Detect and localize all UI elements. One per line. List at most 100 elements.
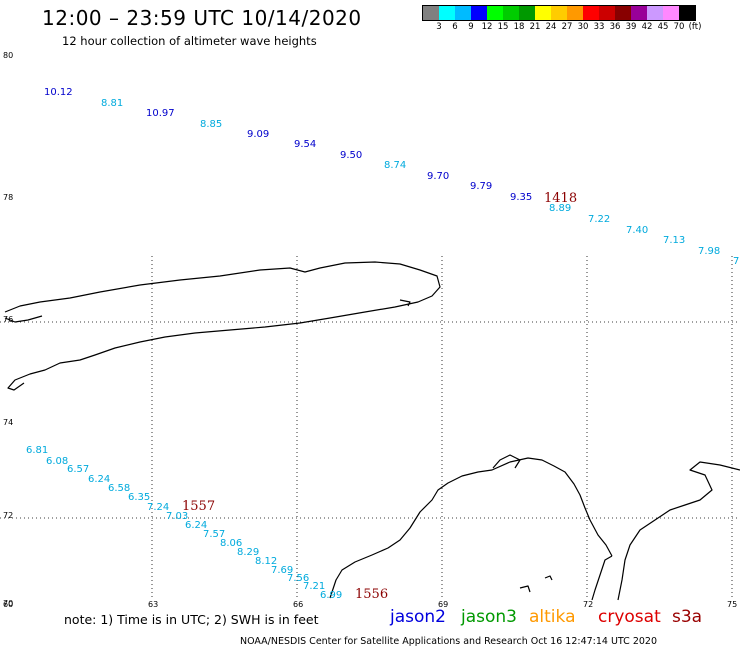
wave-height-value: 7.56: [287, 573, 309, 584]
wave-height-value: 8.81: [101, 98, 123, 109]
color-scale-swatch: [439, 6, 455, 20]
latitude-label: 76: [3, 315, 13, 324]
legend-item-cryosat: cryosat: [598, 607, 661, 627]
wave-height-value: 9.35: [510, 192, 532, 203]
wave-height-value: 8.74: [384, 160, 406, 171]
coastlines: [4, 261, 740, 601]
latitude-labels: 80 78 76 74 72 70: [3, 51, 13, 608]
color-scale-swatch: [615, 6, 631, 20]
wave-height-value: 7.24: [147, 502, 169, 513]
wave-height-value: 7.57: [203, 529, 225, 540]
pass-time-label: 1556: [355, 587, 388, 602]
page-subtitle: 12 hour collection of altimeter wave hei…: [62, 34, 317, 48]
wave-height-value: 6.99: [320, 590, 342, 601]
pass-time-label: 1557: [182, 499, 215, 514]
wave-height-value: 9.50: [340, 150, 362, 161]
color-scale-label: 18: [513, 22, 525, 32]
color-scale-swatch: [663, 6, 679, 20]
color-scale-swatch: [551, 6, 567, 20]
wave-height-value: 7.13: [663, 235, 685, 246]
color-scale-swatch: [487, 6, 503, 20]
color-scale-label: 21: [529, 22, 541, 32]
legend-item-jason3: jason3: [461, 607, 517, 627]
wave-height-value: 6.81: [26, 445, 48, 456]
latitude-label: 78: [3, 193, 13, 202]
wave-height-value: 9.54: [294, 139, 316, 150]
color-scale-label: 42: [641, 22, 653, 32]
color-scale-label: 33: [593, 22, 605, 32]
wave-height-value: 6.35: [128, 492, 150, 503]
wave-height-value: 7.98: [698, 246, 720, 257]
color-scale: 3 6 9 12 15 18 21 24 27 30 33 36 39 42 45 70 (ft): [422, 5, 701, 32]
coastline-islet-3: [399, 299, 411, 307]
color-scale-swatch: [423, 6, 439, 20]
color-scale-label: 12: [481, 22, 493, 32]
color-scale-swatch: [471, 6, 487, 20]
color-scale-label: 3: [436, 22, 442, 32]
wave-height-value: 7.21: [303, 581, 325, 592]
wave-height-value: 9.70: [427, 171, 449, 182]
coastline-baydaratskaya: [591, 555, 613, 601]
wave-height-value: 8.85: [200, 119, 222, 130]
wave-height-value: 8.12: [255, 556, 277, 567]
pass-time-label: 1418: [544, 191, 577, 206]
longitude-label: 75: [727, 600, 737, 609]
wave-height-value: 8.89: [549, 203, 571, 214]
wave-height-value: 8.06: [220, 538, 242, 549]
color-scale-swatch: [599, 6, 615, 20]
longitude-label: 60: [3, 600, 13, 609]
wave-height-value: 9.09: [247, 129, 269, 140]
note-text: note: 1) Time is in UTC; 2) SWH is in fe…: [64, 612, 319, 627]
footer-credit: NOAA/NESDIS Center for Satellite Applica…: [240, 636, 657, 647]
coastline-novaya-zemlya-north: [4, 261, 441, 391]
longitude-label: 72: [583, 600, 593, 609]
wave-height-value: 6.24: [185, 520, 207, 531]
color-scale-label: 6: [452, 22, 458, 32]
color-scale-label: (ft): [688, 22, 702, 32]
latitude-label: 70: [3, 599, 13, 608]
wave-height-value: 7: [733, 256, 739, 267]
wave-height-value: 9.79: [470, 181, 492, 192]
latitude-label: 74: [3, 418, 13, 427]
pass-time-labels: 1418 1557 1556: [182, 191, 577, 602]
wave-height-value: 7.03: [166, 511, 188, 522]
wave-height-values: 10.12 8.81 10.97 8.85 9.09 9.54 9.50 8.74 9.70 9.…: [26, 87, 739, 601]
wave-height-value: 6.57: [67, 464, 89, 475]
color-scale-label: 24: [545, 22, 557, 32]
color-scale-swatch: [647, 6, 663, 20]
coastline-yamal: [617, 461, 740, 601]
color-scale-swatch: [567, 6, 583, 20]
color-scale-swatch: [535, 6, 551, 20]
wave-height-value: 6.08: [46, 456, 68, 467]
color-scale-label: 15: [497, 22, 509, 32]
longitude-label: 63: [148, 600, 158, 609]
wave-height-value: 7.22: [588, 214, 610, 225]
wave-height-value: 10.12: [44, 87, 73, 98]
wave-height-value: 8.29: [237, 547, 259, 558]
color-scale-label: 9: [468, 22, 474, 32]
color-scale-swatch: [455, 6, 471, 20]
color-scale-label: 30: [577, 22, 589, 32]
coastline-islet-2: [519, 585, 531, 593]
grid-lines: [0, 256, 740, 600]
longitude-label: 69: [438, 600, 448, 609]
wave-height-value: 7.40: [626, 225, 648, 236]
latitude-label: 72: [3, 511, 13, 520]
wave-height-value: 7.69: [271, 565, 293, 576]
coastline-islet-1: [544, 575, 553, 581]
color-scale-label: 27: [561, 22, 573, 32]
coastline-vaygach: [492, 454, 521, 469]
legend-item-s3a: s3a: [672, 607, 703, 627]
legend-item-jason2: jason2: [390, 607, 446, 627]
color-scale-swatch: [503, 6, 519, 20]
color-scale-label: 39: [625, 22, 637, 32]
coastline-novaya-zemlya-inner: [4, 315, 43, 323]
color-scale-swatch: [519, 6, 535, 20]
color-scale-bar: [422, 5, 696, 21]
wave-height-value: 6.58: [108, 483, 130, 494]
color-scale-label: 70: [673, 22, 685, 32]
color-scale-swatch: [631, 6, 647, 20]
latitude-label: 80: [3, 51, 13, 60]
color-scale-swatch: [583, 6, 599, 20]
